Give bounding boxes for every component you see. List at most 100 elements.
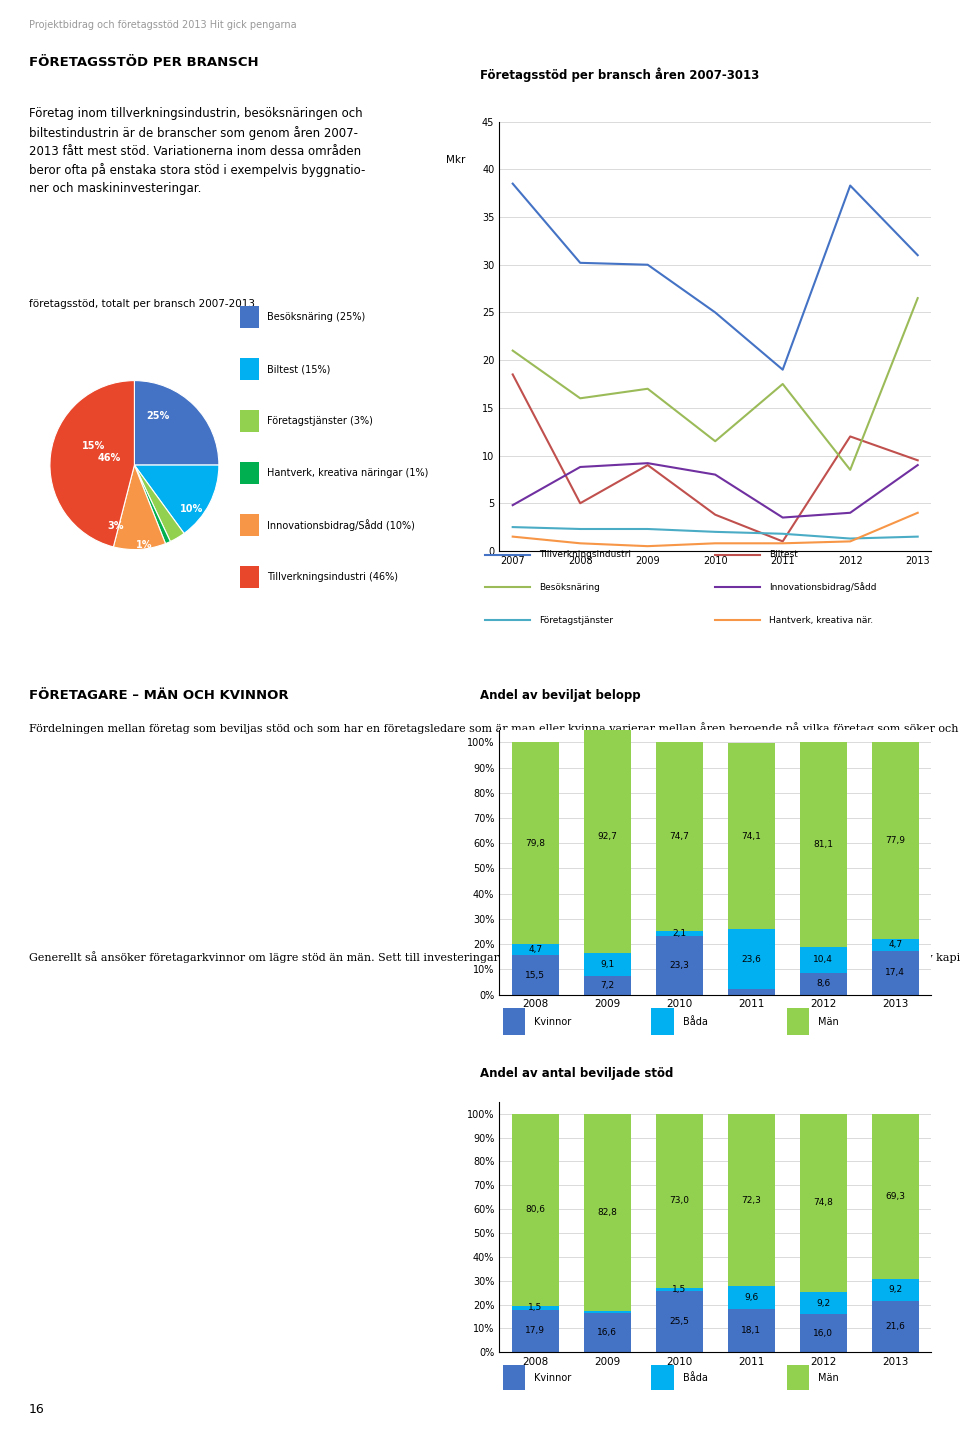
Text: 77,9: 77,9 bbox=[885, 836, 905, 846]
Bar bbox=[240, 411, 259, 432]
Text: 21,6: 21,6 bbox=[885, 1322, 905, 1331]
Text: 72,3: 72,3 bbox=[741, 1195, 761, 1205]
Text: 74,1: 74,1 bbox=[741, 831, 761, 840]
Bar bbox=[512, 943, 559, 956]
Text: Besöksnäring (25%): Besöksnäring (25%) bbox=[268, 312, 366, 322]
Text: Företagsstöd per bransch åren 2007-3013: Företagsstöd per bransch åren 2007-3013 bbox=[480, 67, 759, 83]
Bar bbox=[240, 358, 259, 381]
Bar bbox=[728, 1113, 775, 1286]
Text: 74,8: 74,8 bbox=[813, 1199, 833, 1208]
Text: företagsstöd, totalt per bransch 2007-2013: företagsstöd, totalt per bransch 2007-20… bbox=[29, 299, 254, 309]
Text: 9,2: 9,2 bbox=[888, 1285, 902, 1294]
Text: Båda: Båda bbox=[683, 1017, 708, 1027]
Text: 74,7: 74,7 bbox=[669, 831, 689, 841]
Bar bbox=[512, 743, 559, 943]
Bar bbox=[800, 743, 847, 947]
Bar bbox=[800, 1113, 847, 1292]
Bar bbox=[240, 565, 259, 588]
Bar bbox=[584, 1113, 631, 1311]
Bar bbox=[800, 973, 847, 995]
Bar bbox=[652, 1009, 674, 1036]
Text: 25,5: 25,5 bbox=[669, 1318, 689, 1327]
Bar bbox=[512, 1307, 559, 1309]
Text: 23,6: 23,6 bbox=[741, 954, 761, 963]
Bar bbox=[503, 1009, 525, 1036]
Bar bbox=[800, 1314, 847, 1352]
Bar bbox=[240, 306, 259, 328]
Text: 9,6: 9,6 bbox=[744, 1294, 758, 1302]
Text: Hantverk, kreativa näringar (1%): Hantverk, kreativa näringar (1%) bbox=[268, 468, 429, 478]
Text: Kvinnor: Kvinnor bbox=[534, 1372, 571, 1382]
Text: 10,4: 10,4 bbox=[813, 956, 833, 964]
Text: Tillverkningsindustri: Tillverkningsindustri bbox=[539, 551, 631, 560]
Bar bbox=[584, 1312, 631, 1352]
Wedge shape bbox=[134, 465, 184, 541]
Bar bbox=[512, 1309, 559, 1352]
Text: Generellt så ansöker företagarkvinnor om lägre stöd än män. Sett till investerin: Generellt så ansöker företagarkvinnor om… bbox=[29, 952, 960, 963]
Bar bbox=[584, 953, 631, 976]
Text: 4,7: 4,7 bbox=[888, 940, 902, 949]
Bar bbox=[240, 462, 259, 484]
Text: 2,1: 2,1 bbox=[672, 929, 686, 937]
Text: Tillverkningsindustri (46%): Tillverkningsindustri (46%) bbox=[268, 572, 398, 582]
Wedge shape bbox=[134, 465, 219, 534]
Text: 3%: 3% bbox=[108, 521, 124, 531]
Text: 4,7: 4,7 bbox=[528, 944, 542, 954]
Text: 15%: 15% bbox=[83, 442, 106, 452]
Text: Företagstjänster: Företagstjänster bbox=[539, 615, 612, 624]
Text: Män: Män bbox=[818, 1372, 839, 1382]
Text: Företag inom tillverkningsindustrin, besöksnäringen och
biltestindustrin är de b: Företag inom tillverkningsindustrin, bes… bbox=[29, 107, 365, 195]
Text: 79,8: 79,8 bbox=[525, 839, 545, 847]
Text: 80,6: 80,6 bbox=[525, 1205, 545, 1215]
Bar bbox=[584, 1311, 631, 1312]
Text: 23,3: 23,3 bbox=[669, 960, 689, 970]
Bar bbox=[656, 936, 703, 995]
Bar bbox=[872, 1113, 919, 1279]
Text: 7,2: 7,2 bbox=[600, 982, 614, 990]
Text: Kvinnor: Kvinnor bbox=[534, 1017, 571, 1027]
Text: 17,4: 17,4 bbox=[885, 969, 905, 977]
Bar bbox=[872, 743, 919, 939]
Bar bbox=[728, 743, 775, 930]
Text: Företagstjänster (3%): Företagstjänster (3%) bbox=[268, 416, 373, 426]
Text: Innovationsbidrag/Sådd (10%): Innovationsbidrag/Sådd (10%) bbox=[268, 519, 416, 531]
Bar bbox=[512, 1113, 559, 1307]
Text: 81,1: 81,1 bbox=[813, 840, 833, 849]
Text: Hantverk, kreativa när.: Hantverk, kreativa när. bbox=[769, 615, 873, 624]
Bar bbox=[728, 1309, 775, 1352]
Text: 1%: 1% bbox=[136, 541, 153, 551]
Bar bbox=[872, 950, 919, 995]
Text: 9,1: 9,1 bbox=[600, 960, 614, 969]
Text: 69,3: 69,3 bbox=[885, 1192, 905, 1201]
Bar bbox=[656, 1291, 703, 1352]
Text: Andel av antal beviljade stöd: Andel av antal beviljade stöd bbox=[480, 1066, 673, 1080]
Bar bbox=[503, 1365, 525, 1391]
Text: 9,2: 9,2 bbox=[816, 1299, 830, 1308]
Text: Biltest (15%): Biltest (15%) bbox=[268, 363, 331, 373]
Wedge shape bbox=[134, 381, 219, 465]
Text: Fördelningen mellan företag som beviljas stöd och som har en företagsledare som : Fördelningen mellan företag som beviljas… bbox=[29, 723, 960, 734]
Text: 1,5: 1,5 bbox=[528, 1304, 542, 1312]
Bar bbox=[787, 1365, 809, 1391]
Text: FÖRETAGARE – MÄN OCH KVINNOR: FÖRETAGARE – MÄN OCH KVINNOR bbox=[29, 688, 288, 703]
Wedge shape bbox=[113, 465, 165, 550]
Bar bbox=[512, 956, 559, 995]
Bar bbox=[872, 1301, 919, 1352]
Text: Män: Män bbox=[818, 1017, 839, 1027]
Bar bbox=[240, 514, 259, 537]
Bar bbox=[728, 989, 775, 995]
Text: 8,6: 8,6 bbox=[816, 979, 830, 989]
Y-axis label: Mkr: Mkr bbox=[446, 155, 466, 165]
Bar bbox=[728, 1286, 775, 1309]
Text: 16,0: 16,0 bbox=[813, 1329, 833, 1338]
Text: 46%: 46% bbox=[97, 454, 121, 464]
Text: 10%: 10% bbox=[180, 504, 204, 514]
Bar bbox=[584, 720, 631, 953]
Text: Båda: Båda bbox=[683, 1372, 708, 1382]
Text: Andel av beviljat belopp: Andel av beviljat belopp bbox=[480, 688, 640, 703]
Bar bbox=[584, 976, 631, 995]
Bar bbox=[872, 939, 919, 950]
Wedge shape bbox=[50, 381, 134, 547]
Text: Besöksnäring: Besöksnäring bbox=[539, 582, 600, 592]
Text: Projektbidrag och företagsstöd 2013 Hit gick pengarna: Projektbidrag och företagsstöd 2013 Hit … bbox=[29, 20, 297, 30]
